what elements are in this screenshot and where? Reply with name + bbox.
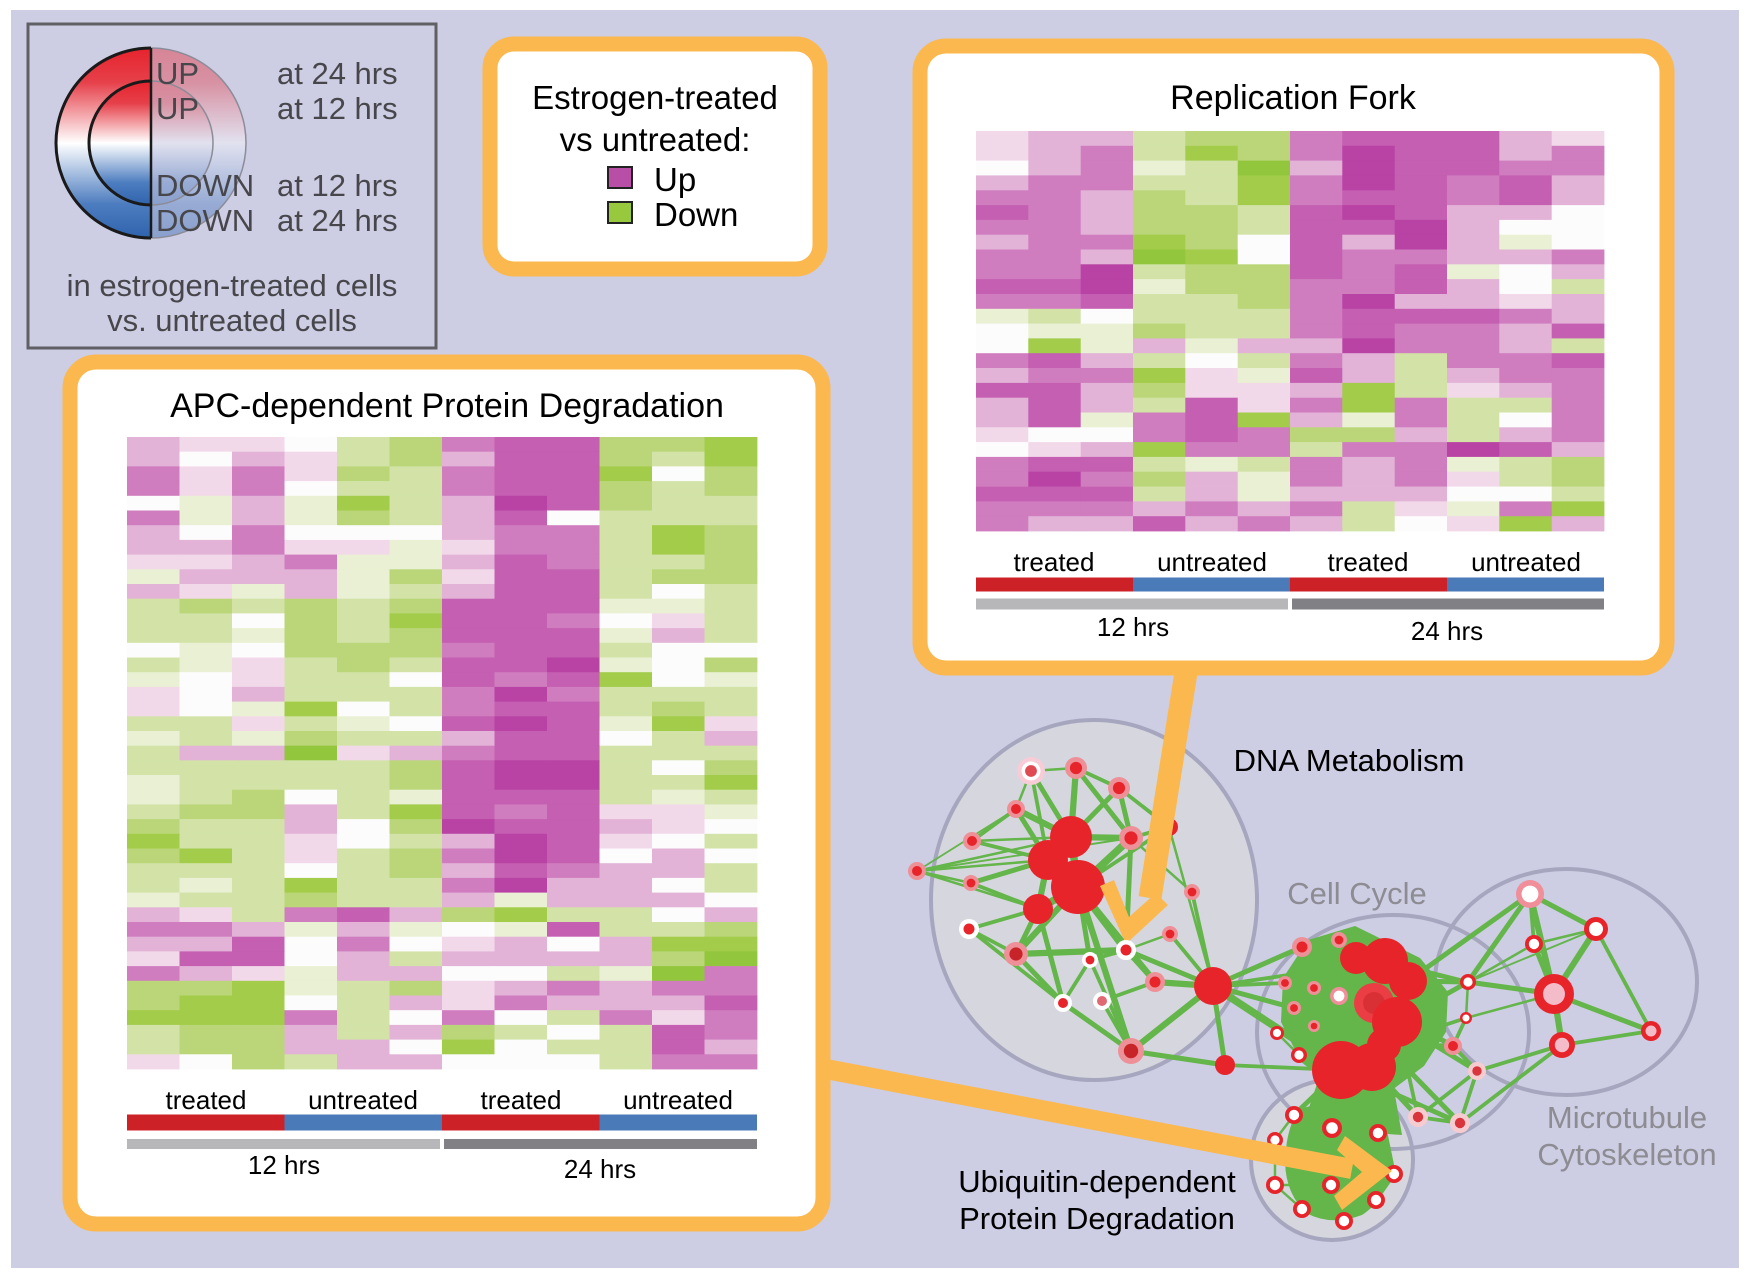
svg-text:Replication Fork: Replication Fork [1170,79,1417,117]
svg-text:DNA Metabolism: DNA Metabolism [1234,743,1465,778]
svg-text:at 12 hrs: at 12 hrs [277,91,398,126]
svg-text:treated: treated [1328,547,1409,577]
svg-text:vs untreated:: vs untreated: [560,121,751,158]
svg-text:treated: treated [481,1085,562,1115]
svg-text:Up: Up [654,161,696,198]
svg-text:vs. untreated cells: vs. untreated cells [107,303,357,338]
svg-text:Microtubule: Microtubule [1547,1100,1707,1135]
svg-text:DOWN: DOWN [156,168,254,203]
svg-text:Cell Cycle: Cell Cycle [1287,876,1427,911]
svg-text:Down: Down [654,196,738,233]
svg-text:UP: UP [156,91,199,126]
svg-text:12 hrs: 12 hrs [1097,612,1169,642]
svg-text:untreated: untreated [623,1085,733,1115]
svg-text:UP: UP [156,56,199,91]
svg-text:APC-dependent Protein Degradat: APC-dependent Protein Degradation [170,387,724,425]
svg-text:24 hrs: 24 hrs [1411,616,1483,646]
svg-text:at 12 hrs: at 12 hrs [277,168,398,203]
svg-text:Cytoskeleton: Cytoskeleton [1537,1137,1716,1172]
svg-text:untreated: untreated [1157,547,1267,577]
svg-text:24 hrs: 24 hrs [564,1154,636,1184]
svg-text:at 24 hrs: at 24 hrs [277,203,398,238]
svg-text:Estrogen-treated: Estrogen-treated [532,79,778,116]
svg-text:12 hrs: 12 hrs [248,1150,320,1180]
svg-text:Protein Degradation: Protein Degradation [959,1201,1235,1236]
svg-text:Ubiquitin-dependent: Ubiquitin-dependent [958,1164,1236,1199]
svg-text:in estrogen-treated cells: in estrogen-treated cells [67,268,398,303]
svg-text:at 24 hrs: at 24 hrs [277,56,398,91]
svg-text:treated: treated [166,1085,247,1115]
svg-text:DOWN: DOWN [156,203,254,238]
svg-text:untreated: untreated [308,1085,418,1115]
svg-text:treated: treated [1014,547,1095,577]
svg-text:untreated: untreated [1471,547,1581,577]
